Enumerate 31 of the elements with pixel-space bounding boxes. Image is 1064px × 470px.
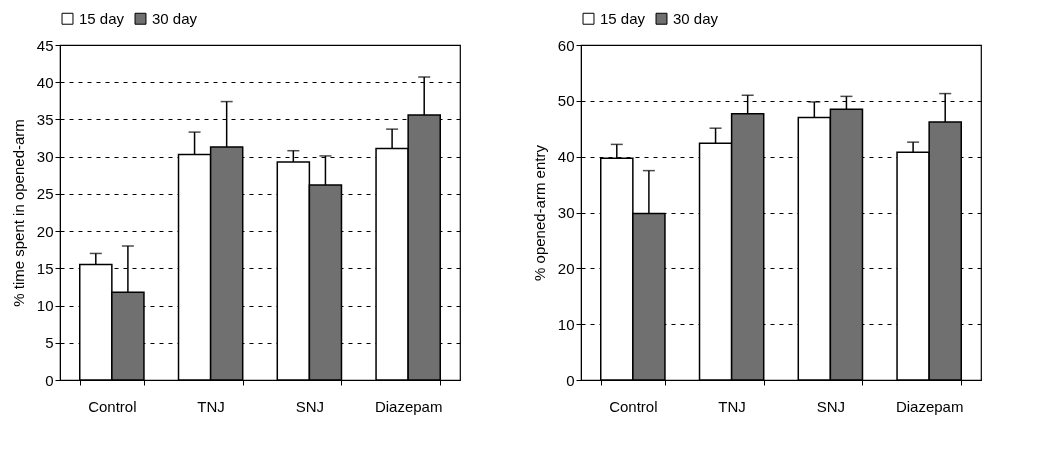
y-tick-label: 40 — [557, 148, 575, 166]
y-axis-title: % opened-arm entry — [530, 144, 548, 281]
y-tick-label: 30 — [36, 148, 54, 166]
legend-label: 15 day — [600, 9, 646, 27]
y-tick-label: 20 — [36, 222, 54, 240]
y-tick-label: 0 — [45, 371, 54, 389]
x-tick-label: Control — [88, 397, 137, 415]
y-tick-label: 10 — [36, 297, 54, 315]
y-axis-title: % time spent in opened-arm — [9, 119, 27, 307]
y-tick-label: 35 — [36, 110, 54, 128]
legend-label: 15 day — [79, 9, 125, 27]
x-tick-label: TNJ — [718, 397, 746, 415]
y-tick-label: 45 — [36, 36, 54, 54]
x-tick-label: Control — [609, 397, 658, 415]
legend-label: 30 day — [673, 9, 719, 27]
y-tick-label: 15 — [36, 259, 54, 277]
x-tick-label: SNJ — [295, 397, 325, 415]
y-tick-label: 0 — [566, 371, 575, 389]
x-tick-label: TNJ — [197, 397, 225, 415]
y-tick-label: 30 — [557, 204, 575, 221]
y-tick-label: 5 — [45, 334, 54, 352]
x-tick-label: Diazepam — [374, 397, 443, 415]
x-tick-label: SNJ — [816, 397, 846, 415]
y-tick-label: 60 — [557, 36, 575, 54]
y-tick-label: 40 — [36, 73, 54, 91]
x-tick-label: Diazepam — [895, 397, 964, 415]
y-tick-label: 10 — [557, 315, 575, 333]
legend-label: 30 day — [152, 9, 198, 27]
y-tick-label: 50 — [557, 92, 575, 110]
y-tick-label: 20 — [557, 259, 575, 277]
y-tick-label: 25 — [36, 185, 54, 203]
